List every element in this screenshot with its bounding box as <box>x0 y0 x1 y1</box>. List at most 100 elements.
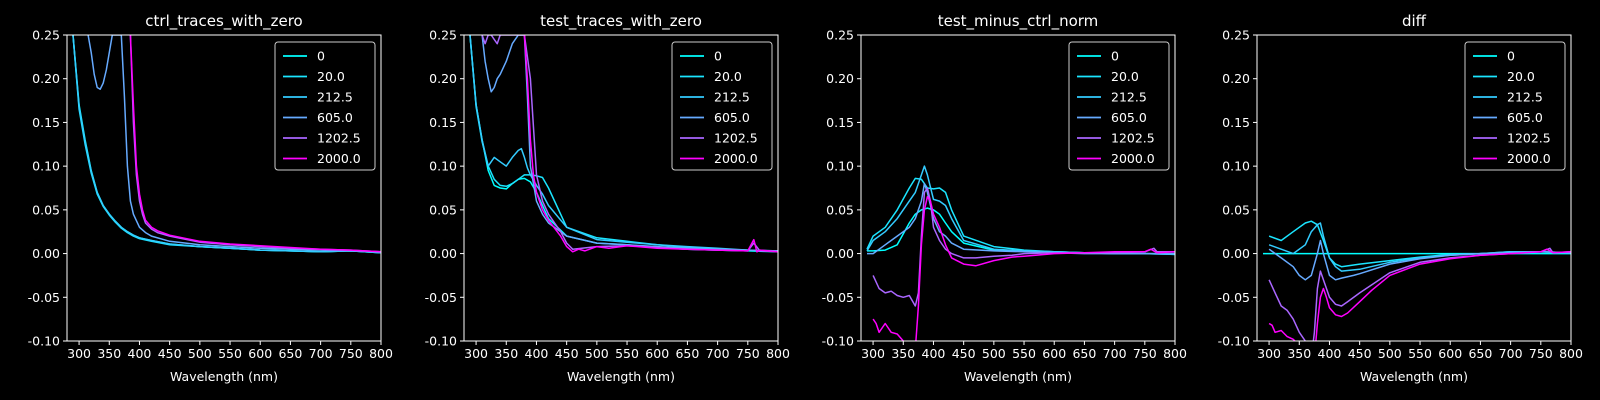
axes-frame <box>463 34 779 342</box>
legend-label: 212.5 <box>1507 90 1543 105</box>
legend-label: 605.0 <box>714 110 750 125</box>
x-tick-label: 550 <box>615 346 639 361</box>
x-tick-label: 350 <box>891 346 915 361</box>
x-tick-label: 750 <box>339 346 363 361</box>
x-tick-label: 650 <box>1072 346 1096 361</box>
x-tick-label: 600 <box>248 346 272 361</box>
series-line <box>129 35 381 253</box>
x-axis-label: Wavelength (nm) <box>964 369 1072 384</box>
legend-label: 2000.0 <box>317 151 361 166</box>
x-tick-label: 450 <box>1348 346 1372 361</box>
y-tick-label: 0.15 <box>1222 115 1250 130</box>
x-tick-label: 800 <box>369 346 393 361</box>
chart-panel: 300 350 400 450 500 550 600 650 700 750 800 -0.10 -0… <box>425 12 790 384</box>
x-tick-label: 550 <box>1012 346 1036 361</box>
x-tick-label: 700 <box>706 346 730 361</box>
y-tick-label: 0.15 <box>32 115 60 130</box>
x-tick-label: 300 <box>1257 346 1281 361</box>
x-tick-label: 350 <box>1287 346 1311 361</box>
series-line <box>481 35 778 252</box>
series-line <box>866 165 1175 256</box>
legend-label: 0 <box>317 49 325 64</box>
x-tick-label: 600 <box>645 346 669 361</box>
x-tick-label: 400 <box>1318 346 1342 361</box>
series-line <box>1268 248 1571 341</box>
x-tick-label: 300 <box>861 346 885 361</box>
legend-label: 1202.5 <box>1507 131 1551 146</box>
y-tick-label: 0.15 <box>826 115 854 130</box>
x-tick-label: 700 <box>1499 346 1523 361</box>
y-tick-label: -0.05 <box>822 290 854 305</box>
y-tick-label: 0.05 <box>429 202 457 217</box>
series-line <box>872 187 1175 307</box>
series-line <box>523 35 778 253</box>
x-tick-label: 650 <box>675 346 699 361</box>
y-tick-label: 0.15 <box>429 115 457 130</box>
series-line <box>872 195 1175 341</box>
x-tick-label: 650 <box>278 346 302 361</box>
chart-title: test_traces_with_zero <box>540 12 702 31</box>
y-tick-label: -0.05 <box>425 290 457 305</box>
y-tick-label: 0.05 <box>826 202 854 217</box>
y-tick-label: 0.20 <box>1222 71 1250 86</box>
x-tick-label: 800 <box>766 346 790 361</box>
x-tick-label: 500 <box>188 346 212 361</box>
legend-label: 20.0 <box>317 69 345 84</box>
legend-label: 1202.5 <box>1111 131 1155 146</box>
y-tick-label: 0.25 <box>1222 28 1250 43</box>
y-tick-label: 0.25 <box>32 28 60 43</box>
y-tick-label: -0.05 <box>28 290 60 305</box>
y-tick-label: -0.10 <box>425 334 457 349</box>
legend-label: 212.5 <box>1111 90 1147 105</box>
legend-label: 605.0 <box>317 110 353 125</box>
chart-title: test_minus_ctrl_norm <box>938 12 1099 31</box>
legend-label: 0 <box>1507 49 1515 64</box>
y-tick-label: -0.10 <box>28 334 60 349</box>
x-tick-label: 600 <box>1438 346 1462 361</box>
series-group <box>1263 220 1571 341</box>
series-line <box>87 35 381 253</box>
x-axis-label: Wavelength (nm) <box>1360 369 1468 384</box>
x-tick-label: 500 <box>982 346 1006 361</box>
x-tick-label: 450 <box>952 346 976 361</box>
y-tick-label: 0.10 <box>32 159 60 174</box>
legend-label: 0 <box>1111 49 1119 64</box>
legend-label: 605.0 <box>1507 110 1543 125</box>
x-tick-label: 600 <box>1042 346 1066 361</box>
chart-title: diff <box>1402 12 1427 30</box>
series-line <box>867 207 1175 256</box>
x-tick-label: 700 <box>1103 346 1127 361</box>
x-tick-label: 750 <box>1529 346 1553 361</box>
y-tick-label: -0.10 <box>822 334 854 349</box>
x-tick-label: 400 <box>525 346 549 361</box>
x-tick-label: 550 <box>218 346 242 361</box>
legend-label: 1202.5 <box>317 131 361 146</box>
chart-panel: 300 350 400 450 500 550 600 650 700 750 800 -0.10 -0… <box>28 12 393 384</box>
series-line <box>469 35 778 252</box>
series-group <box>866 165 1175 341</box>
x-axis-label: Wavelength (nm) <box>567 369 675 384</box>
x-tick-label: 650 <box>1468 346 1492 361</box>
x-tick-label: 750 <box>736 346 760 361</box>
legend-label: 2000.0 <box>714 151 758 166</box>
x-tick-label: 750 <box>1133 346 1157 361</box>
legend-label: 20.0 <box>714 69 742 84</box>
legend-label: 212.5 <box>317 90 353 105</box>
x-axis-label: Wavelength (nm) <box>170 369 278 384</box>
y-tick-label: 0.20 <box>826 71 854 86</box>
x-tick-label: 350 <box>494 346 518 361</box>
y-tick-label: 0.00 <box>429 246 457 261</box>
axes-frame <box>1256 34 1572 342</box>
y-tick-label: 0.10 <box>826 159 854 174</box>
series-line <box>1268 239 1571 281</box>
series-line <box>72 35 381 254</box>
series-group <box>72 35 381 254</box>
x-tick-label: 300 <box>67 346 91 361</box>
x-tick-label: 700 <box>309 346 333 361</box>
axes-frame <box>66 34 382 342</box>
legend-label: 20.0 <box>1111 69 1139 84</box>
y-tick-label: -0.10 <box>1218 334 1250 349</box>
x-tick-label: 550 <box>1408 346 1432 361</box>
axes-frame <box>860 34 1176 342</box>
y-tick-label: 0.00 <box>32 246 60 261</box>
